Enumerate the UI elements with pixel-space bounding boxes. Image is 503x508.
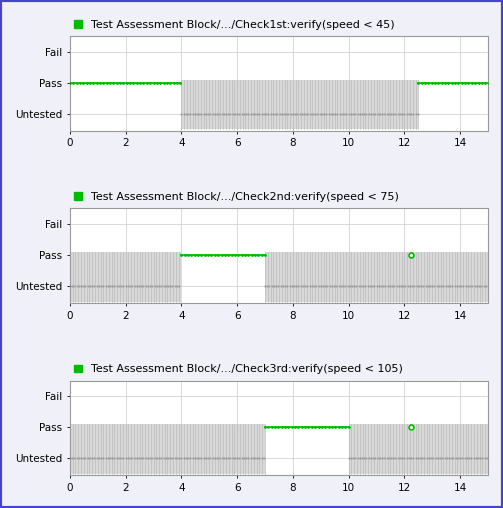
Legend: Test Assessment Block/.../Check1st:verify(speed < 45): Test Assessment Block/.../Check1st:verif… (70, 15, 399, 35)
Bar (70, 424, 265, 474)
Bar (182, 80, 418, 129)
Bar (349, 424, 488, 474)
Legend: Test Assessment Block/.../Check3rd:verify(speed < 105): Test Assessment Block/.../Check3rd:verif… (70, 360, 407, 379)
Bar (70, 252, 182, 302)
Bar (265, 252, 488, 302)
Legend: Test Assessment Block/.../Check2nd:verify(speed < 75): Test Assessment Block/.../Check2nd:verif… (70, 187, 403, 207)
